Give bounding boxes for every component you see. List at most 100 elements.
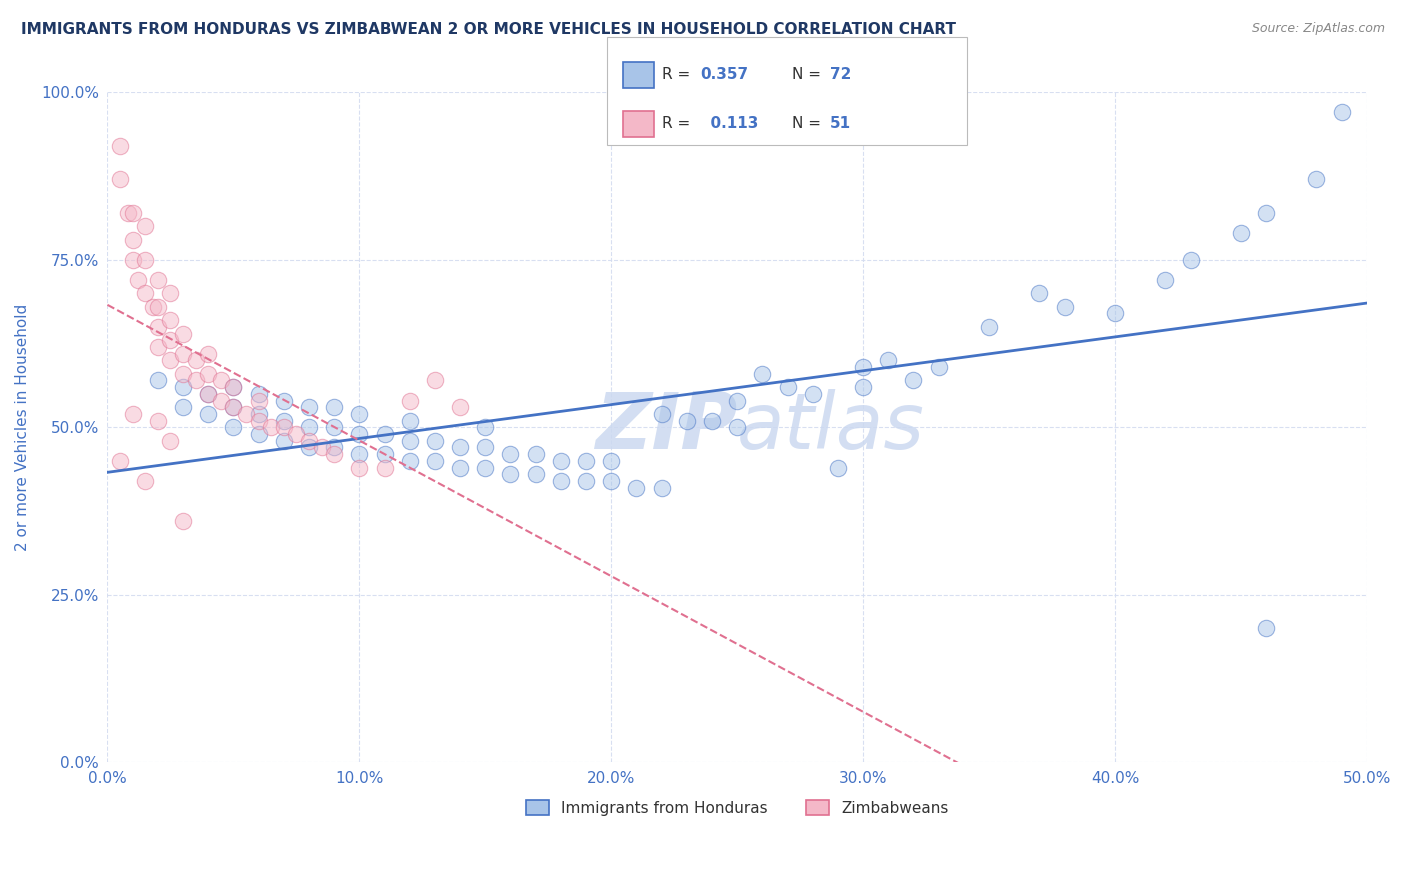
Point — [159, 434, 181, 448]
Point — [209, 393, 232, 408]
Point — [247, 387, 270, 401]
Point — [776, 380, 799, 394]
Point — [222, 420, 245, 434]
Point — [1053, 300, 1076, 314]
Point — [373, 460, 395, 475]
Text: 72: 72 — [830, 68, 851, 82]
Point — [247, 414, 270, 428]
Point — [349, 460, 371, 475]
Point — [172, 380, 194, 394]
Text: atlas: atlas — [737, 390, 925, 466]
Point — [108, 172, 131, 186]
Point — [197, 347, 219, 361]
Point — [285, 427, 308, 442]
Point — [298, 441, 321, 455]
Point — [172, 401, 194, 415]
Point — [323, 420, 346, 434]
Point — [550, 454, 572, 468]
Point — [127, 273, 149, 287]
Text: ZIP: ZIP — [595, 390, 737, 466]
Point — [172, 367, 194, 381]
Point — [550, 474, 572, 488]
Point — [146, 273, 169, 287]
Y-axis label: 2 or more Vehicles in Household: 2 or more Vehicles in Household — [15, 304, 30, 551]
Point — [349, 407, 371, 421]
Point — [146, 300, 169, 314]
Point — [575, 454, 598, 468]
Point — [159, 333, 181, 347]
Text: Source: ZipAtlas.com: Source: ZipAtlas.com — [1251, 22, 1385, 36]
Point — [108, 139, 131, 153]
Point — [449, 441, 471, 455]
Point — [172, 326, 194, 341]
Point — [651, 407, 673, 421]
Point — [1330, 105, 1353, 120]
Point — [977, 319, 1000, 334]
Point — [273, 414, 295, 428]
Point — [398, 393, 420, 408]
Point — [499, 447, 522, 461]
Point — [474, 420, 496, 434]
Point — [349, 427, 371, 442]
Point — [222, 380, 245, 394]
Point — [197, 387, 219, 401]
Point — [1180, 252, 1202, 267]
Point — [373, 447, 395, 461]
Point — [117, 206, 139, 220]
Point — [172, 514, 194, 528]
Point — [575, 474, 598, 488]
Point — [121, 206, 143, 220]
Point — [423, 454, 446, 468]
Text: IMMIGRANTS FROM HONDURAS VS ZIMBABWEAN 2 OR MORE VEHICLES IN HOUSEHOLD CORRELATI: IMMIGRANTS FROM HONDURAS VS ZIMBABWEAN 2… — [21, 22, 956, 37]
Point — [675, 414, 697, 428]
Text: N =: N = — [792, 117, 825, 131]
Point — [349, 447, 371, 461]
Point — [852, 380, 875, 394]
Point — [197, 407, 219, 421]
Point — [121, 407, 143, 421]
Text: R =: R = — [662, 117, 696, 131]
Point — [474, 460, 496, 475]
Point — [142, 300, 165, 314]
Point — [1230, 226, 1253, 240]
Point — [298, 420, 321, 434]
Point — [600, 454, 623, 468]
Text: R =: R = — [662, 68, 696, 82]
Point — [323, 447, 346, 461]
Point — [159, 286, 181, 301]
Point — [1154, 273, 1177, 287]
Point — [298, 434, 321, 448]
Point — [121, 233, 143, 247]
Point — [184, 353, 207, 368]
Point — [1254, 206, 1277, 220]
Point — [423, 434, 446, 448]
Point — [323, 401, 346, 415]
Point — [108, 454, 131, 468]
Point — [184, 374, 207, 388]
Point — [725, 393, 748, 408]
Point — [159, 313, 181, 327]
Point — [1254, 622, 1277, 636]
Point — [725, 420, 748, 434]
Point — [1028, 286, 1050, 301]
Point — [311, 441, 333, 455]
Point — [222, 401, 245, 415]
Point — [827, 460, 849, 475]
Point — [398, 414, 420, 428]
Point — [209, 374, 232, 388]
Point — [398, 454, 420, 468]
Point — [323, 441, 346, 455]
Point — [146, 414, 169, 428]
Text: N =: N = — [792, 68, 825, 82]
Point — [651, 481, 673, 495]
Point — [298, 401, 321, 415]
Point — [524, 467, 547, 482]
Point — [197, 367, 219, 381]
Point — [273, 420, 295, 434]
Point — [146, 340, 169, 354]
Point — [524, 447, 547, 461]
Point — [235, 407, 257, 421]
Point — [273, 393, 295, 408]
Point — [877, 353, 900, 368]
Point — [134, 286, 156, 301]
